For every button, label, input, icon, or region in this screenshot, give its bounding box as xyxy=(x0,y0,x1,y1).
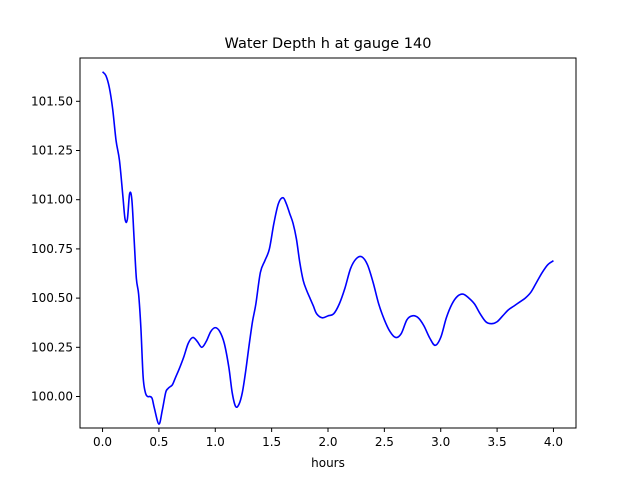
x-tick-label: 3.0 xyxy=(431,435,450,449)
x-tick-label: 4.0 xyxy=(544,435,563,449)
x-tick-label: 0.0 xyxy=(93,435,112,449)
x-tick-label: 1.5 xyxy=(262,435,281,449)
y-tick-label: 101.50 xyxy=(31,94,73,108)
y-tick-label: 101.25 xyxy=(31,144,73,158)
x-tick-label: 0.5 xyxy=(149,435,168,449)
x-tick-label: 3.5 xyxy=(488,435,507,449)
x-tick-label: 2.5 xyxy=(375,435,394,449)
y-tick-label: 100.75 xyxy=(31,242,73,256)
x-tick-label: 1.0 xyxy=(206,435,225,449)
axes-frame xyxy=(79,57,577,429)
x-tick-label: 2.0 xyxy=(318,435,337,449)
y-tick-label: 100.00 xyxy=(31,390,73,404)
chart-title: Water Depth h at gauge 140 xyxy=(225,36,432,52)
x-axis-label: hours xyxy=(311,456,345,470)
plot-area xyxy=(101,71,554,425)
y-tick-label: 101.00 xyxy=(31,193,73,207)
y-axis-ticks: 100.00 100.25 100.50 100.75 101.00 101.25 101.… xyxy=(31,94,80,404)
x-axis-ticks: 0.0 0.5 1.0 1.5 2.0 2.5 3.0 3.5 4.0 xyxy=(93,428,563,449)
y-tick-label: 100.25 xyxy=(31,340,73,354)
y-tick-label: 100.50 xyxy=(31,291,73,305)
series-line xyxy=(101,71,554,425)
